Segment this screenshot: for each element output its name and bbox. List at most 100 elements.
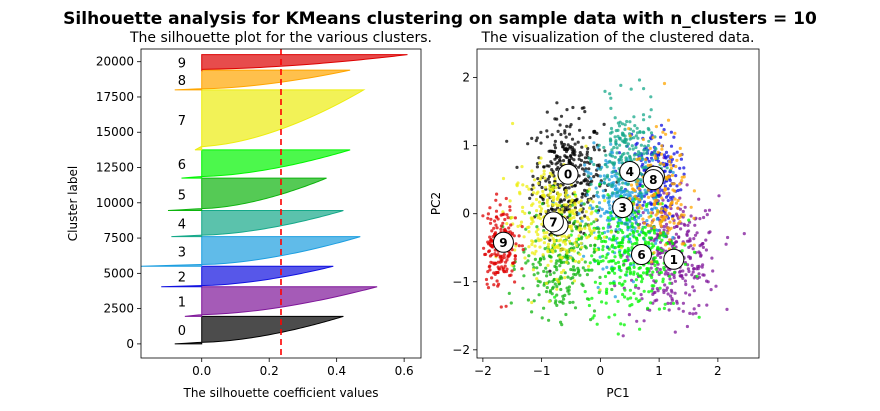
- scatter-point: [585, 273, 590, 277]
- scatter-point: [609, 142, 613, 146]
- scatter-point: [619, 253, 623, 257]
- scatter-point: [654, 195, 658, 199]
- scatter-point: [634, 278, 639, 282]
- scatter-point: [680, 213, 684, 217]
- scatter-point: [667, 211, 671, 215]
- scatter-point: [608, 152, 612, 157]
- scatter-point: [558, 300, 562, 304]
- scatter-point: [642, 236, 646, 240]
- scatter-point: [681, 209, 685, 214]
- scatter-point: [488, 268, 492, 272]
- scatter-point: [615, 190, 619, 195]
- scatter-point: [635, 206, 640, 210]
- scatter-point: [614, 139, 618, 143]
- scatter-point: [576, 140, 580, 144]
- scatter-point: [637, 274, 641, 278]
- scatter-point: [605, 165, 609, 169]
- scatter-point: [584, 210, 588, 214]
- scatter-point: [592, 145, 596, 149]
- scatter-point: [526, 142, 530, 146]
- scatter-point: [594, 186, 598, 190]
- scatter-point: [664, 150, 669, 154]
- scatter-point: [609, 230, 613, 234]
- scatter-point: [666, 301, 670, 305]
- scatter-point: [670, 182, 675, 186]
- scatter-point: [585, 152, 589, 157]
- scatter-point: [544, 179, 548, 183]
- scatter-point: [561, 159, 566, 163]
- scatter-point: [555, 197, 560, 202]
- scatter-point: [600, 239, 604, 244]
- scatter-points: [481, 78, 746, 338]
- scatter-point: [620, 221, 624, 225]
- scatter-point: [670, 173, 675, 177]
- scatter-point: [630, 190, 634, 194]
- scatter-point: [710, 256, 714, 260]
- silhouette-ytick-label: 12500: [96, 161, 134, 175]
- scatter-point: [562, 297, 566, 301]
- scatter-point: [585, 193, 590, 197]
- scatter-point: [532, 186, 536, 190]
- scatter-point: [618, 136, 622, 140]
- scatter-point: [545, 286, 549, 290]
- scatter-point: [554, 261, 558, 265]
- scatter-point: [580, 167, 585, 171]
- scatter-point: [618, 177, 622, 181]
- scatter-point: [490, 276, 494, 280]
- scatter-point: [621, 282, 625, 286]
- scatter-point: [583, 268, 587, 272]
- scatter-point: [663, 272, 667, 276]
- scatter-point: [501, 221, 505, 225]
- scatter-point: [538, 263, 543, 267]
- scatter-point: [561, 207, 565, 211]
- scatter-point: [572, 215, 576, 220]
- scatter-point: [555, 117, 559, 121]
- scatter-point: [587, 167, 591, 171]
- scatter-point: [498, 254, 503, 258]
- scatter-point: [590, 296, 594, 300]
- scatter-point: [578, 208, 582, 212]
- scatter-point: [595, 248, 599, 252]
- scatter-point: [662, 290, 666, 295]
- scatter-point: [634, 134, 638, 138]
- scatter-point: [546, 198, 550, 202]
- scatter-point: [512, 261, 516, 265]
- scatter-point: [488, 239, 492, 243]
- scatter-point: [635, 196, 639, 201]
- scatter-point: [502, 270, 507, 274]
- scatter-point: [641, 203, 645, 207]
- scatter-point: [628, 120, 632, 124]
- scatter-point: [564, 188, 568, 192]
- scatter-point: [667, 308, 671, 312]
- scatter-point: [583, 233, 588, 237]
- scatter-point: [555, 259, 559, 263]
- scatter-point: [572, 148, 576, 152]
- scatter-point: [577, 200, 581, 204]
- scatter-point: [563, 131, 567, 135]
- scatter-point: [711, 269, 715, 273]
- scatter-point: [564, 242, 568, 246]
- scatter-point: [624, 156, 628, 160]
- scatter-point: [623, 295, 627, 299]
- scatter-point: [668, 277, 672, 281]
- scatter-point: [498, 203, 502, 207]
- scatter-point: [645, 219, 649, 223]
- scatter-point: [658, 220, 662, 224]
- scatter-point: [679, 203, 683, 207]
- scatter-point: [538, 245, 542, 249]
- scatter-point: [573, 241, 577, 245]
- scatter-point: [560, 323, 564, 327]
- scatter-point: [548, 255, 552, 259]
- scatter-point: [639, 213, 643, 218]
- scatter-point: [611, 170, 615, 174]
- scatter-point: [635, 229, 640, 233]
- scatter-point: [640, 195, 644, 199]
- scatter-point: [641, 271, 646, 275]
- scatter-point: [489, 217, 493, 221]
- scatter-point: [659, 255, 663, 259]
- scatter-point: [671, 217, 675, 221]
- scatter-point: [526, 298, 531, 302]
- scatter-point: [642, 319, 646, 323]
- scatter-point: [502, 212, 506, 216]
- scatter-point: [704, 248, 709, 252]
